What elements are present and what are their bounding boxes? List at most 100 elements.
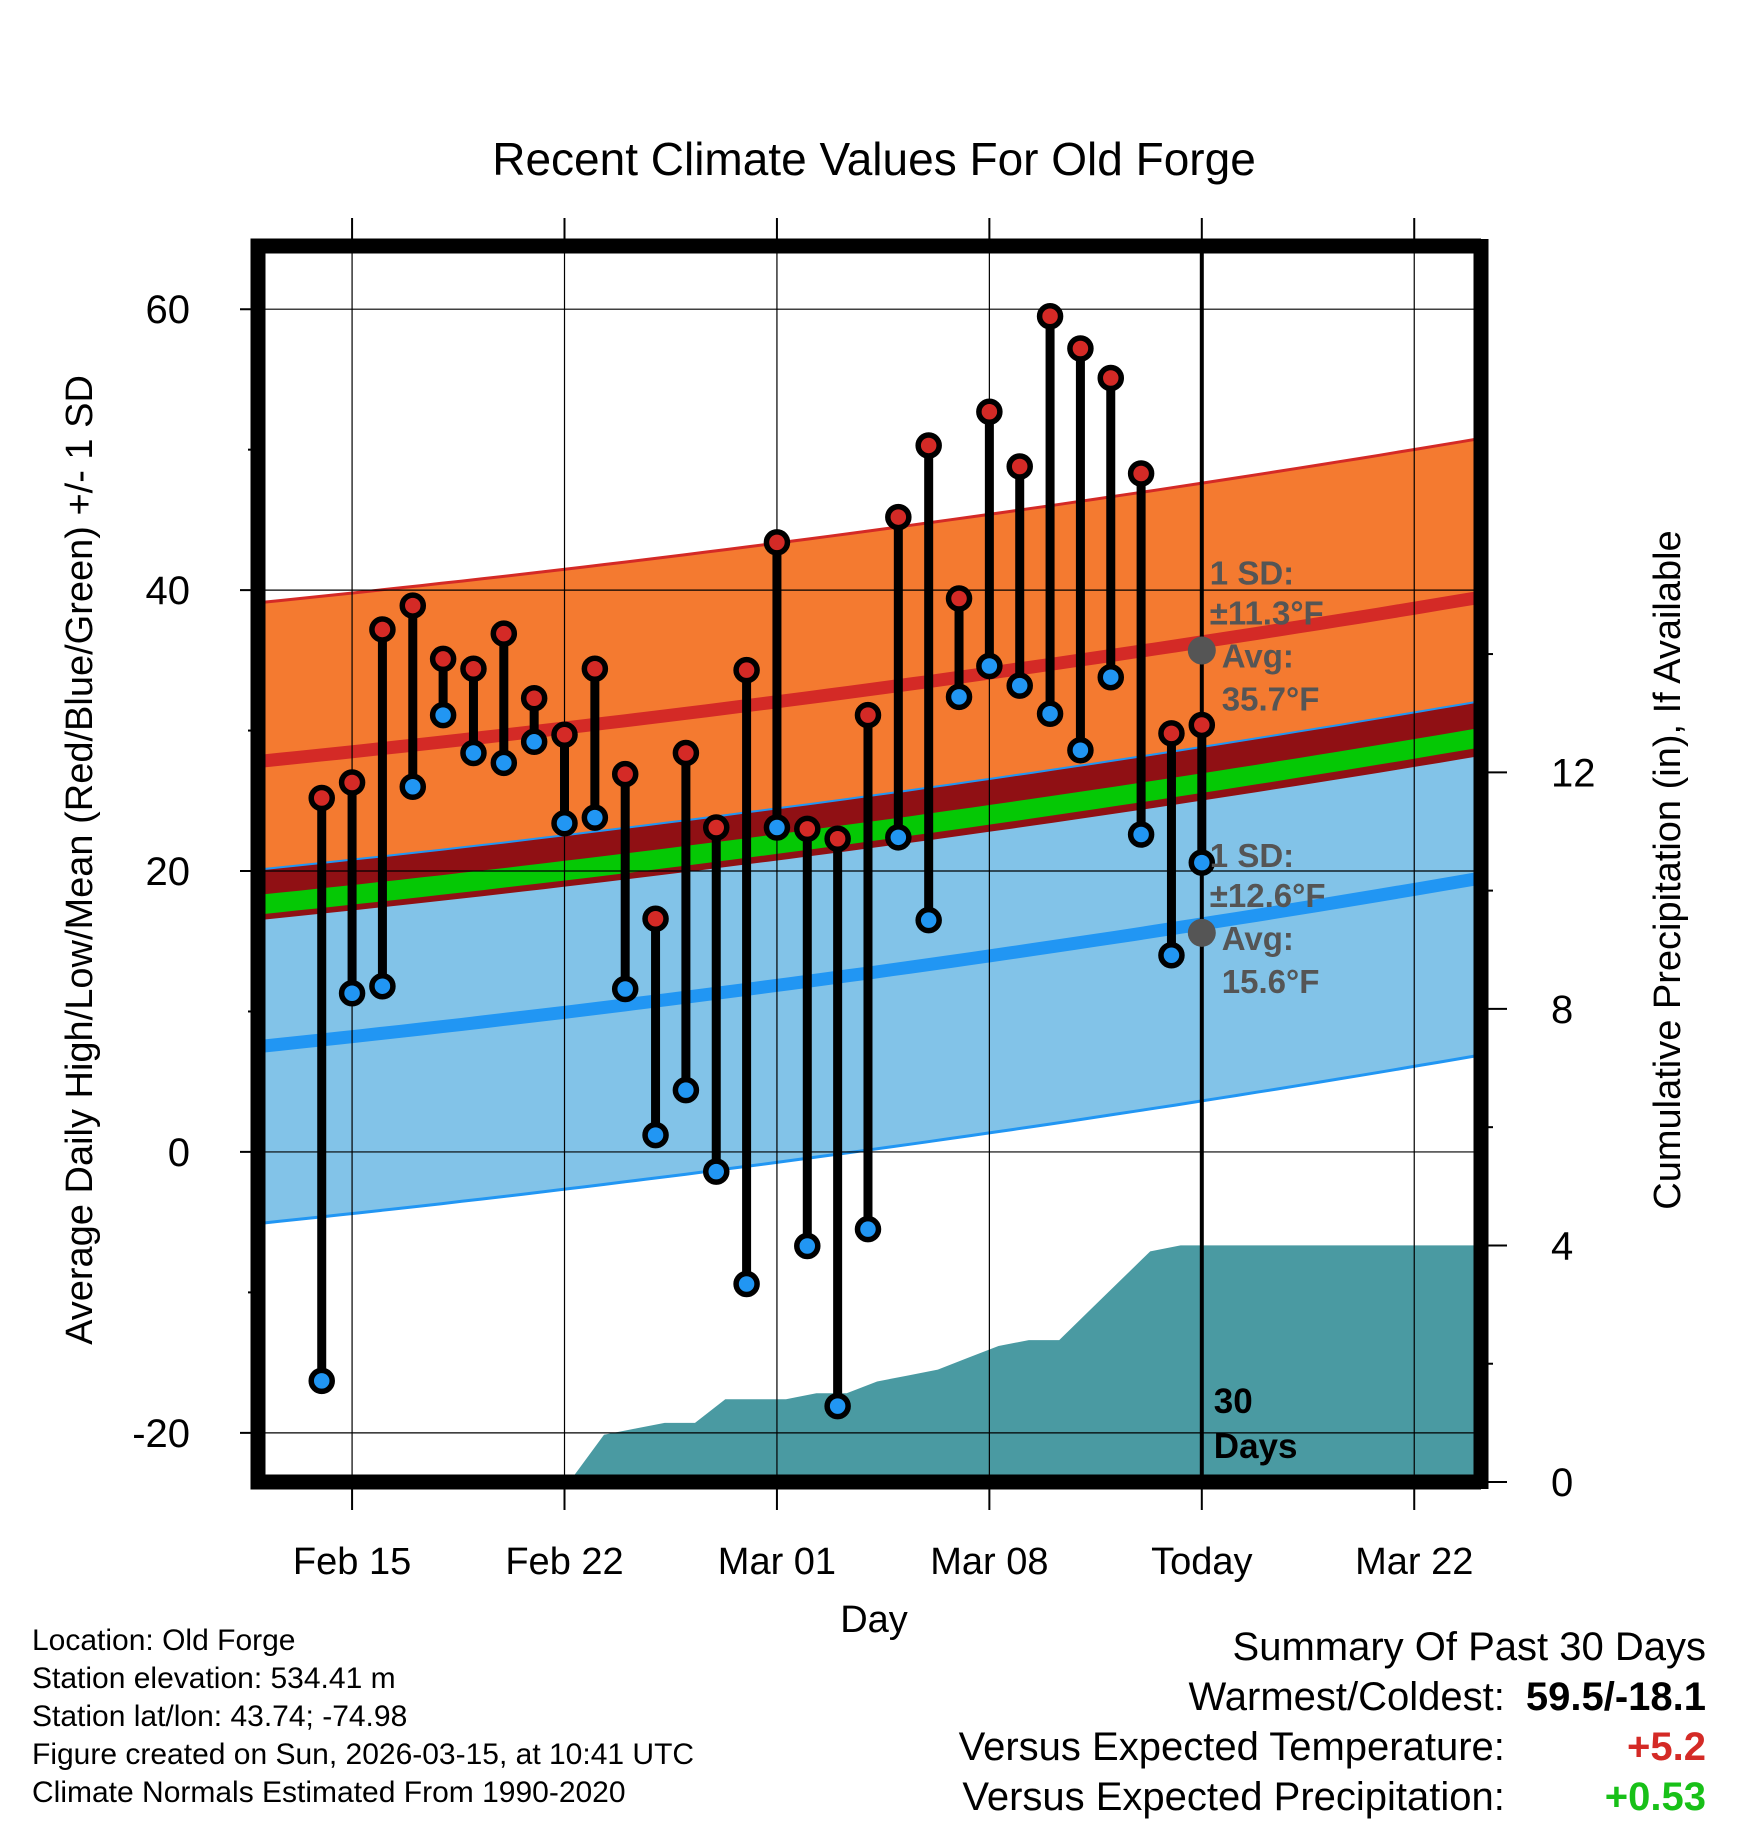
summary-panel: Summary Of Past 30 Days Warmest/Coldest:… [959,1622,1706,1822]
precip-value: +0.53 [1604,1775,1706,1819]
daily-high-marker [551,721,578,749]
daily-high-marker [1036,302,1064,330]
daily-low-marker [338,979,366,1007]
daily-low-marker [672,1076,700,1104]
x-axis-label: Day [840,1599,908,1641]
daily-high-marker [611,760,639,788]
y-tick-label: 40 [146,569,191,613]
daily-high-marker [915,432,942,459]
daily-high-marker [945,585,973,612]
high-sd-label: 1 SD: [1210,555,1294,592]
y2-tick-label: 8 [1551,988,1573,1032]
temp-row: Versus Expected Temperature: +5.2 [959,1722,1706,1772]
daily-high-marker [399,592,427,619]
precip-area [452,1245,1481,1482]
daily-high-marker [976,398,1003,425]
daily-low-marker [429,701,457,729]
daily-high-marker [490,620,518,647]
temp-value: +5.2 [1627,1725,1706,1769]
daily-low-marker [1188,849,1216,876]
y-tick-label: 20 [146,850,191,894]
location-text: Location: Old Forge [32,1624,296,1657]
temp-label: Versus Expected Temperature: [958,1725,1505,1769]
low-sd-label: 1 SD: [1210,837,1294,874]
y2-tick-label: 4 [1551,1224,1573,1268]
low-sd-value: ±12.6°F [1210,877,1326,914]
daily-high-marker [1097,364,1125,392]
today-low-avg-marker [1187,918,1216,947]
daily-low-marker [1097,663,1125,691]
daily-low-marker [1006,672,1033,699]
warm-cold-row: Warmest/Coldest: 59.5/-18.1 [959,1672,1707,1722]
daily-high-marker [1006,453,1033,480]
normals-text: Climate Normals Estimated From 1990-2020 [32,1776,626,1809]
daily-high-marker [763,529,791,556]
latlon-text: Station lat/lon: 43.74; -74.98 [32,1700,408,1733]
daily-low-marker [794,1232,821,1260]
daily-low-marker [399,773,427,800]
daily-low-marker [490,749,518,777]
created-text: Figure created on Sun, 2026-03-15, at 10… [32,1738,695,1771]
daily-high-marker [824,825,851,852]
daily-low-marker [369,972,396,1000]
daily-low-marker [551,810,578,837]
plot-frame [250,238,1481,1490]
daily-low-marker [976,652,1003,680]
daily-low-marker [915,906,942,934]
daily-high-marker [794,815,821,843]
daily-high-marker [733,656,760,684]
daily-high-marker [581,655,609,683]
y2-axis-label: Cumulative Precipitation (in), If Availa… [1647,530,1689,1209]
daily-high-marker [672,739,700,767]
daily-high-marker [1127,460,1155,487]
y-tick-label: -20 [132,1412,190,1456]
y-tick-label: 0 [168,1131,190,1175]
x-tick-label: Feb 15 [293,1541,411,1583]
daily-high-marker [308,784,335,812]
precip-row: Versus Expected Precipitation: +0.53 [959,1772,1706,1822]
daily-low-marker [885,824,912,851]
warm-cold-value: 59.5/-18.1 [1525,1675,1706,1719]
daily-low-marker [1127,821,1155,848]
high-avg-value: 35.7°F [1222,681,1320,718]
station-info: Location: Old Forge Station elevation: 5… [32,1622,694,1812]
x-tick-label: Mar 08 [930,1541,1048,1583]
daily-low-marker [763,814,791,841]
daily-low-marker [1036,700,1064,727]
normal-high-line [258,590,1481,768]
daily-high-marker [1067,335,1094,362]
days-label-word: Days [1214,1427,1298,1466]
daily-low-marker [702,1158,730,1185]
daily-high-marker [1158,720,1185,747]
high-upper-sd-line [258,436,1481,605]
daily-low-marker [642,1121,669,1149]
daily-high-marker [702,814,730,841]
x-tick-label: Feb 22 [505,1541,623,1583]
x-tick-label: Mar 01 [718,1541,836,1583]
daily-high-marker [460,655,487,683]
daily-low-marker [581,804,609,831]
warm-cold-label: Warmest/Coldest: [1188,1675,1505,1719]
high-sd-value: ±11.3°F [1210,595,1324,632]
daily-low-marker [611,975,639,1003]
daily-high-marker [854,701,882,729]
daily-high-marker [429,645,457,673]
y-tick-label: 60 [146,288,191,332]
daily-low-marker [733,1270,760,1298]
today-high-avg-marker [1187,636,1216,665]
daily-low-marker [945,683,973,711]
daily-low-marker [460,739,487,767]
days-label-number: 30 [1214,1382,1253,1421]
low-avg-label: Avg: [1222,920,1294,957]
daily-high-marker [642,905,669,933]
low-avg-value: 15.6°F [1222,963,1320,1000]
high-avg-label: Avg: [1222,638,1294,675]
daily-low-marker [1158,942,1185,969]
daily-high-marker [885,503,912,531]
y2-tick-label: 12 [1551,751,1596,795]
precip-label: Versus Expected Precipitation: [962,1775,1505,1819]
chart-title: Recent Climate Values For Old Forge [492,133,1256,185]
y-axis-label: Average Daily High/Low/Mean (Red/Blue/Gr… [59,375,101,1345]
